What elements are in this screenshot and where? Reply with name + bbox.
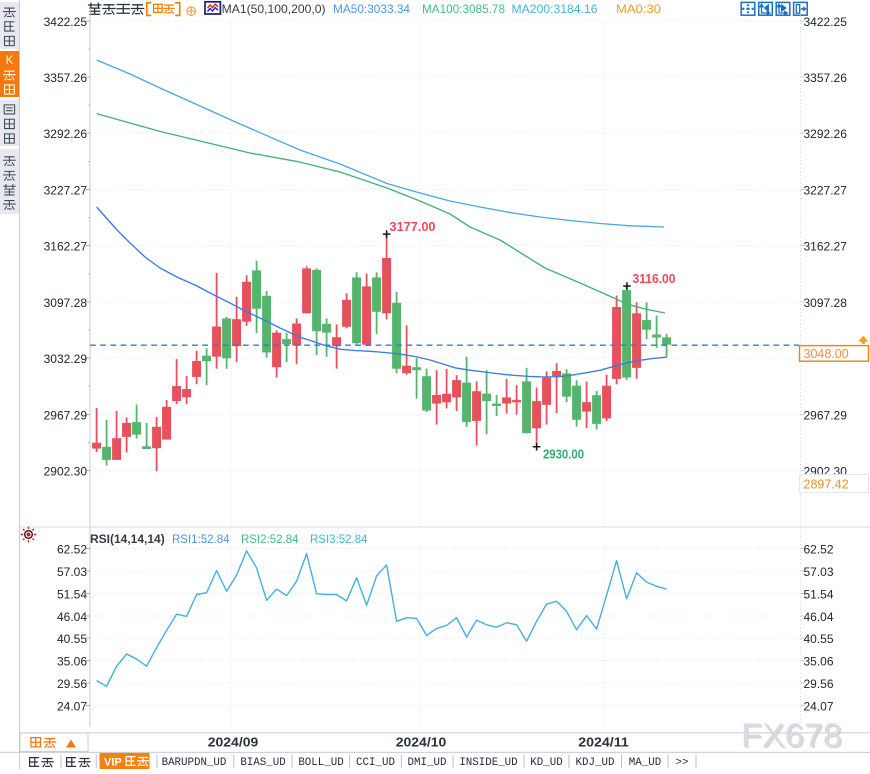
svg-text:51.54: 51.54 — [804, 587, 834, 601]
svg-text:51.54: 51.54 — [57, 587, 87, 601]
svg-text:2930.00: 2930.00 — [543, 448, 584, 462]
svg-text:3032.29: 3032.29 — [44, 352, 88, 366]
svg-text:57.03: 57.03 — [804, 565, 834, 579]
svg-text:3048.00: 3048.00 — [804, 347, 849, 361]
svg-text:3357.26: 3357.26 — [804, 71, 848, 85]
svg-text:2967.29: 2967.29 — [804, 408, 848, 422]
svg-text:RSI2:52.84: RSI2:52.84 — [241, 534, 299, 546]
svg-text:46.04: 46.04 — [57, 610, 87, 624]
svg-text:24.07: 24.07 — [57, 699, 87, 713]
svg-text:K: K — [6, 55, 14, 67]
svg-text:MA0:30: MA0:30 — [616, 2, 661, 16]
svg-text:>>: >> — [676, 757, 689, 769]
svg-text:3162.27: 3162.27 — [44, 240, 88, 254]
svg-text:3227.27: 3227.27 — [44, 183, 88, 197]
svg-text:DMI_UD: DMI_UD — [408, 757, 447, 769]
svg-text:3162.27: 3162.27 — [804, 240, 848, 254]
svg-text:3357.26: 3357.26 — [44, 71, 88, 85]
svg-text:BARUPDN_UD: BARUPDN_UD — [162, 757, 227, 769]
svg-text:3116.00: 3116.00 — [633, 272, 676, 286]
svg-text:MA100:3085.78: MA100:3085.78 — [422, 2, 505, 16]
svg-text:RSI(14,14,14): RSI(14,14,14) — [90, 532, 165, 546]
svg-text:3227.27: 3227.27 — [804, 183, 848, 197]
svg-text:35.06: 35.06 — [804, 655, 834, 669]
svg-text:46.04: 46.04 — [804, 610, 834, 624]
svg-text:BOLL_UD: BOLL_UD — [298, 757, 343, 769]
svg-text:3097.28: 3097.28 — [804, 296, 848, 310]
svg-text:VIP: VIP — [104, 757, 122, 769]
svg-text:29.56: 29.56 — [57, 677, 87, 691]
svg-text:29.56: 29.56 — [804, 677, 834, 691]
svg-text:2024/11: 2024/11 — [578, 736, 629, 750]
svg-text:2897.42: 2897.42 — [804, 478, 849, 492]
svg-text:CCI_UD: CCI_UD — [356, 757, 395, 769]
svg-text:35.06: 35.06 — [57, 655, 87, 669]
svg-text:3292.26: 3292.26 — [804, 127, 848, 141]
svg-text:24.07: 24.07 — [804, 699, 834, 713]
svg-text:2902.30: 2902.30 — [44, 465, 88, 479]
svg-text:62.52: 62.52 — [804, 543, 834, 557]
svg-text:MA50:3033.34: MA50:3033.34 — [333, 2, 410, 16]
svg-text:MA_UD: MA_UD — [629, 757, 661, 769]
svg-text:3292.26: 3292.26 — [44, 127, 88, 141]
svg-text:KD_UD: KD_UD — [530, 757, 562, 769]
svg-text:3422.25: 3422.25 — [44, 15, 88, 29]
svg-text:KDJ_UD: KDJ_UD — [576, 757, 615, 769]
svg-text:62.52: 62.52 — [57, 543, 87, 557]
svg-text:2967.29: 2967.29 — [44, 408, 88, 422]
svg-text:3422.25: 3422.25 — [804, 15, 848, 29]
svg-text:MA1(50,100,200,0): MA1(50,100,200,0) — [222, 2, 326, 16]
svg-text:RSI1:52.84: RSI1:52.84 — [172, 534, 230, 546]
svg-text:3097.28: 3097.28 — [44, 296, 88, 310]
svg-text:INSIDE_UD: INSIDE_UD — [459, 757, 517, 769]
svg-text:BIAS_UD: BIAS_UD — [240, 757, 285, 769]
svg-text:RSI3:52.84: RSI3:52.84 — [310, 534, 368, 546]
svg-text:FX678: FX678 — [743, 718, 844, 755]
svg-text:40.55: 40.55 — [57, 632, 87, 646]
svg-text:2024/09: 2024/09 — [208, 736, 259, 750]
svg-text:MA200:3184.16: MA200:3184.16 — [512, 2, 598, 16]
svg-text:3177.00: 3177.00 — [390, 220, 436, 234]
svg-text:FX678: FX678 — [741, 717, 842, 754]
svg-text:2024/10: 2024/10 — [396, 736, 447, 750]
svg-text:57.03: 57.03 — [57, 565, 87, 579]
svg-text:40.55: 40.55 — [804, 632, 834, 646]
